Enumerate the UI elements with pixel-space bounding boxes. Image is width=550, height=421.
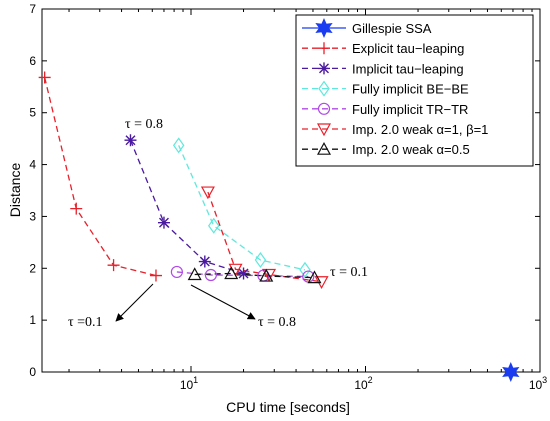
x-tick-label: 103 [529, 375, 547, 392]
series-6-point [224, 266, 239, 280]
series-6-point [187, 267, 202, 281]
legend-marker [317, 102, 331, 115]
legend-label: Fully implicit TR−TR [352, 102, 468, 117]
legend-marker [318, 62, 330, 75]
annotation-tau-01-label: τ = 0.1 [330, 265, 368, 280]
series-4-point [170, 265, 183, 279]
series-lines [44, 77, 322, 283]
series-1-line [44, 77, 157, 277]
series-5-point [200, 186, 215, 200]
legend-label: Explicit tau−leaping [352, 41, 464, 56]
legend-label: Imp. 2.0 weak α=1, β=1 [352, 122, 488, 137]
legend-marker [318, 80, 330, 97]
series-1-point [107, 259, 120, 272]
legend-entry: Implicit tau−leaping [302, 61, 464, 76]
series-4-point [204, 268, 217, 282]
legend-marker [316, 123, 332, 137]
legend-marker [318, 42, 330, 55]
legend-label: Fully implicit BE−BE [352, 82, 469, 97]
x-tick-label: 102 [354, 375, 372, 392]
annotation-tau-08-label: τ = 0.8 [125, 117, 163, 132]
series-3-point [172, 137, 185, 154]
y-tick-label: 7 [29, 2, 36, 16]
legend-entry: Fully implicit BE−BE [302, 80, 469, 97]
legend: Gillespie SSA Explicit tau−leaping Implici… [295, 14, 534, 167]
x-tick-label: 101 [180, 375, 198, 392]
annotation-arrow-left [115, 283, 154, 322]
y-tick-label: 3 [29, 209, 36, 223]
series-2-point [198, 255, 211, 268]
y-tick-label: 5 [29, 106, 36, 120]
annotation-tau-08-arrow-label: τ = 0.8 [258, 315, 296, 330]
series-1-point [38, 71, 51, 84]
series-2-point [237, 267, 250, 280]
y-tick-label: 4 [29, 158, 36, 172]
legend-label: Gillespie SSA [352, 21, 432, 36]
y-tick-label: 0 [29, 365, 36, 379]
series-2-line [129, 139, 244, 275]
series-3-point [208, 217, 220, 234]
legend-box [295, 14, 534, 167]
series-3-point [299, 261, 311, 278]
y-tick-label: 1 [29, 313, 36, 327]
legend-marker [315, 18, 333, 38]
series-3-line [178, 145, 306, 271]
series-4-line [176, 271, 309, 278]
y-axis-title: Distance [7, 163, 23, 218]
legend-entry: Imp. 2.0 weak α=0.5 [302, 141, 470, 157]
series-2-point [124, 134, 137, 147]
x-axis-title: CPU time [seconds] [226, 399, 350, 415]
y-tick-label: 2 [29, 261, 36, 275]
series-6-line [194, 272, 315, 279]
legend-label: Implicit tau−leaping [352, 61, 464, 76]
legend-entry: Fully implicit TR−TR [302, 102, 468, 117]
series-6-point [259, 268, 274, 282]
axis-ticks: 0 1 2 3 4 5 6 7 101 102 103 [29, 2, 547, 392]
series-markers [38, 71, 520, 382]
y-tick-label: 6 [29, 54, 36, 68]
legend-marker [316, 141, 332, 155]
series-6-point [307, 270, 322, 284]
series-0-point [502, 362, 520, 382]
legend-entry: Explicit tau−leaping [302, 41, 464, 56]
legend-entry: Imp. 2.0 weak α=1, β=1 [302, 122, 488, 137]
annotation-arrow-right [190, 284, 256, 320]
legend-label: Imp. 2.0 weak α=0.5 [352, 142, 470, 157]
series-3-point [254, 251, 267, 269]
legend-entry: Gillespie SSA [302, 18, 432, 38]
series-1-point [70, 202, 83, 215]
series-2-point [157, 216, 170, 229]
legend-entries: Gillespie SSA Explicit tau−leaping Implici… [302, 18, 488, 157]
series-5-line [207, 191, 322, 283]
series-5-point [262, 268, 277, 282]
annotation-tau-01-arrow-label: τ =0.1 [68, 315, 103, 330]
series-1-point [149, 269, 162, 282]
